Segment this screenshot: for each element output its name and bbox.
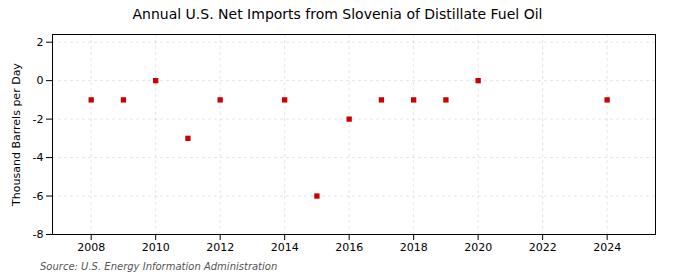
svg-text:2020: 2020 <box>464 241 492 254</box>
svg-text:2010: 2010 <box>142 241 170 254</box>
html-text:Source: U.S. Energy Informatio: Source: U.S. Energy Information Administ… <box>40 261 278 272</box>
svg-text:2016: 2016 <box>335 241 363 254</box>
svg-text:-4: -4 <box>33 151 44 164</box>
svg-text:Thousand Barrels per Day: Thousand Barrels per Day <box>10 63 23 207</box>
svg-text:-6: -6 <box>33 190 44 203</box>
svg-text:2: 2 <box>37 36 44 49</box>
svg-text:2012: 2012 <box>206 241 234 254</box>
svg-text:-8: -8 <box>33 228 44 241</box>
svg-text:0: 0 <box>37 74 44 87</box>
html-text:Annual U.S. Net Imports from S: Annual U.S. Net Imports from Slovenia of… <box>132 6 543 22</box>
svg-text:2014: 2014 <box>271 241 299 254</box>
svg-text:-2: -2 <box>33 113 44 126</box>
svg-text:2022: 2022 <box>529 241 557 254</box>
svg-text:2008: 2008 <box>77 241 105 254</box>
svg-text:2024: 2024 <box>593 241 621 254</box>
svg-text:2018: 2018 <box>400 241 428 254</box>
